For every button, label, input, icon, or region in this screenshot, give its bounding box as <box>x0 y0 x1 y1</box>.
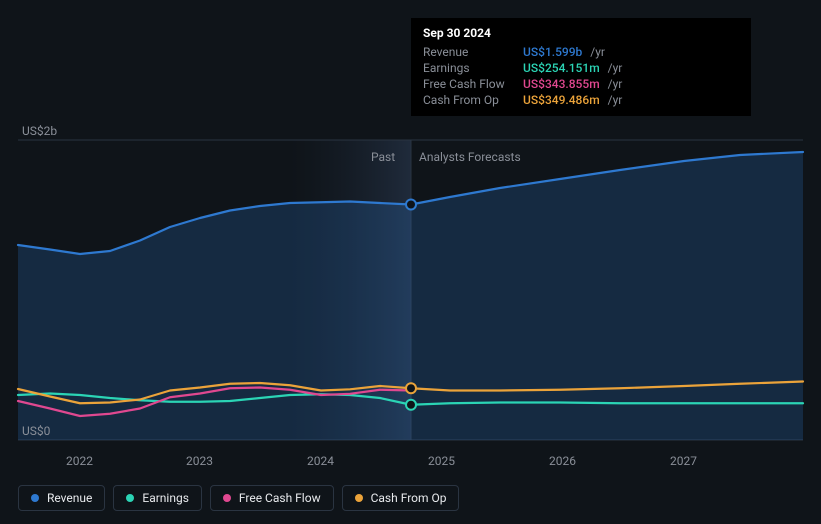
y-axis-label: US$0 <box>22 424 50 438</box>
chart-legend: Revenue Earnings Free Cash Flow Cash From O… <box>18 485 459 511</box>
legend-item-label: Revenue <box>47 491 92 505</box>
x-axis-label: 2024 <box>307 454 334 468</box>
tooltip-row: Earnings US$254.151m/yr <box>423 60 739 76</box>
tooltip-row-label: Earnings <box>423 61 515 75</box>
legend-item[interactable]: Earnings <box>113 485 202 511</box>
legend-item[interactable]: Cash From Op <box>342 485 460 511</box>
tooltip-row-value: US$1.599b <box>523 45 582 59</box>
tooltip-date: Sep 30 2024 <box>423 26 739 40</box>
tooltip-row: Free Cash Flow US$343.855m/yr <box>423 76 739 92</box>
legend-item-label: Cash From Op <box>371 491 447 505</box>
x-axis-label: 2027 <box>670 454 697 468</box>
x-axis-label: 2025 <box>428 454 455 468</box>
tooltip-row-label: Free Cash Flow <box>423 77 515 91</box>
legend-item[interactable]: Free Cash Flow <box>210 485 334 511</box>
x-axis-label: 2023 <box>186 454 213 468</box>
tooltip-row: Revenue US$1.599b/yr <box>423 44 739 60</box>
legend-item-label: Earnings <box>142 491 189 505</box>
tooltip-row-label: Revenue <box>423 45 515 59</box>
tooltip-row-suffix: /yr <box>608 77 623 91</box>
past-label: Past <box>371 150 395 164</box>
legend-dot-icon <box>126 494 134 502</box>
tooltip-row-value: US$343.855m <box>523 77 600 91</box>
tooltip-row-suffix: /yr <box>590 45 605 59</box>
tooltip-row-label: Cash From Op <box>423 93 515 107</box>
tooltip-row-suffix: /yr <box>608 93 623 107</box>
legend-dot-icon <box>31 494 39 502</box>
legend-item-label: Free Cash Flow <box>239 491 321 505</box>
legend-item[interactable]: Revenue <box>18 485 105 511</box>
tooltip-row-suffix: /yr <box>608 61 623 75</box>
financial-chart: Sep 30 2024 Revenue US$1.599b/yr Earnings U… <box>0 0 821 524</box>
chart-tooltip: Sep 30 2024 Revenue US$1.599b/yr Earnings U… <box>411 18 751 116</box>
legend-dot-icon <box>223 494 231 502</box>
y-axis-label: US$2b <box>22 124 57 138</box>
tooltip-row-value: US$349.486m <box>523 93 600 107</box>
x-axis-label: 2026 <box>549 454 576 468</box>
tooltip-row-value: US$254.151m <box>523 61 600 75</box>
legend-dot-icon <box>355 494 363 502</box>
forecast-label: Analysts Forecasts <box>419 150 521 164</box>
tooltip-row: Cash From Op US$349.486m/yr <box>423 92 739 108</box>
x-axis-label: 2022 <box>66 454 93 468</box>
tooltip-rows: Revenue US$1.599b/yr Earnings US$254.151m/y… <box>423 44 739 108</box>
